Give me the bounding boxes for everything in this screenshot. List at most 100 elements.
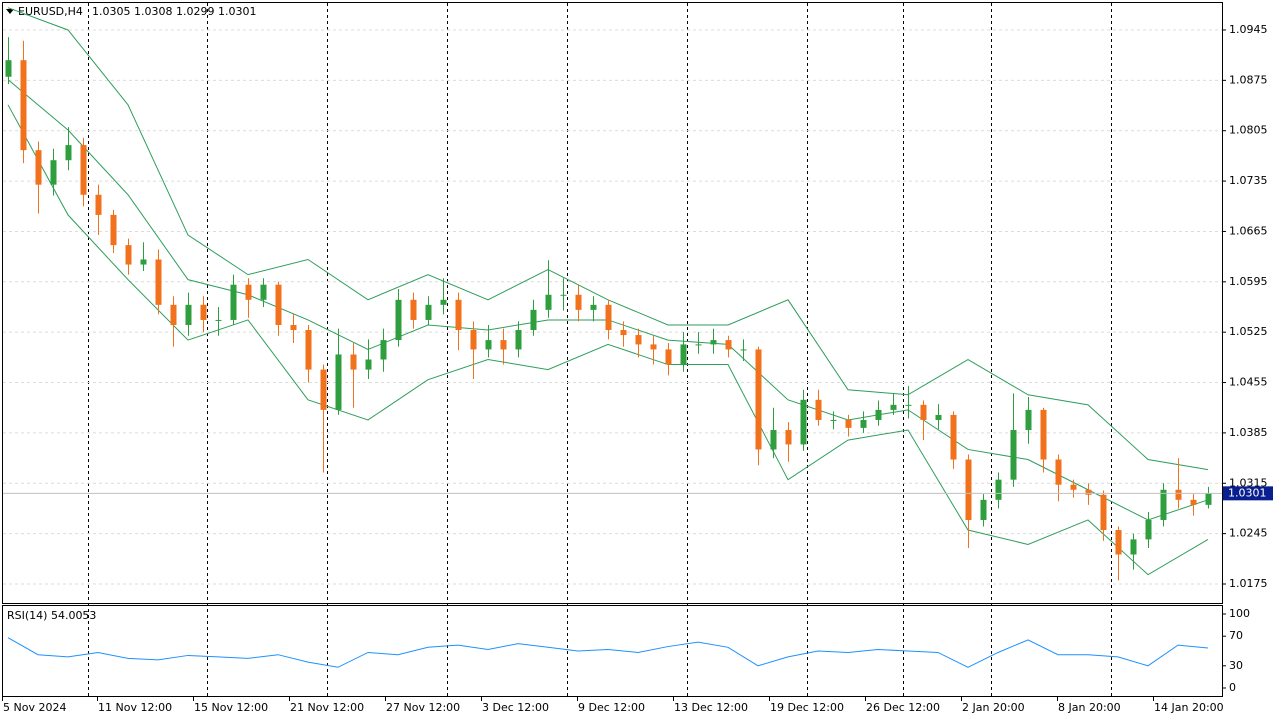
candle-body [80, 145, 87, 195]
candle-body [335, 354, 342, 410]
y-tick-label: 1.0735 [1229, 174, 1268, 187]
candle-body [215, 319, 222, 321]
candle-body [65, 145, 72, 161]
candle-body [845, 419, 852, 428]
candle-body [620, 330, 627, 336]
y-tick-label: 1.0175 [1229, 577, 1268, 590]
candle-body [1010, 430, 1017, 480]
candle-body [185, 304, 192, 325]
candle-body [530, 309, 537, 331]
symbol-title: EURUSD,H4 [18, 5, 83, 18]
y-tick-label: 1.0245 [1229, 527, 1268, 540]
candle-body [395, 299, 402, 341]
x-tick-label: 26 Dec 12:00 [866, 701, 940, 714]
y-tick-label: 1.0595 [1229, 275, 1268, 288]
x-tick-label: 19 Dec 12:00 [770, 701, 844, 714]
candle-body [35, 150, 42, 185]
candle-body [920, 404, 927, 420]
candle-body [965, 459, 972, 520]
candle-body [485, 340, 492, 350]
quote: 1.0305 1.0308 1.0299 1.0301 [92, 5, 256, 18]
band-upper [7, 7, 1209, 471]
candle-body [155, 259, 162, 305]
candle-body [125, 245, 132, 265]
y-tick-label: 1.0945 [1229, 23, 1268, 36]
x-tick-label: 13 Dec 12:00 [674, 701, 748, 714]
x-tick-label: 21 Nov 12:00 [290, 701, 364, 714]
candle-body [500, 340, 507, 350]
candle-body [935, 414, 942, 420]
x-tick-label: 11 Nov 12:00 [98, 701, 172, 714]
candle-body [1100, 494, 1107, 531]
collapse-icon[interactable] [6, 9, 14, 14]
candle-body [995, 479, 1002, 500]
rsi-line [7, 637, 1209, 668]
y-tick-label: 1.0385 [1229, 426, 1268, 439]
candle-body [1085, 489, 1092, 495]
candle-body [710, 340, 717, 345]
candle-body [230, 284, 237, 320]
candle-body [755, 349, 762, 450]
price-panel-frame [2, 2, 1223, 604]
candle-body [470, 330, 477, 350]
rsi-tick-label: 30 [1229, 659, 1243, 672]
y-tick-label: 1.0805 [1229, 124, 1268, 137]
x-tick-label: 8 Jan 20:00 [1058, 701, 1121, 714]
candle-body [95, 194, 102, 215]
candle-body [50, 160, 57, 185]
candle-body [140, 259, 147, 265]
candle-body [410, 299, 417, 320]
x-tick-label: 3 Dec 12:00 [482, 701, 549, 714]
candle-body [170, 304, 177, 325]
rsi-tick-label: 70 [1229, 629, 1243, 642]
x-tick-label: 9 Dec 12:00 [578, 701, 645, 714]
candle-body [695, 344, 702, 346]
period-separators [88, 3, 1112, 697]
x-tick-label: 5 Nov 2024 [3, 701, 66, 714]
candle-body [1025, 409, 1032, 431]
candle-body [1070, 484, 1077, 490]
candle-body [665, 349, 672, 365]
candle-body [455, 299, 462, 331]
candle-body [560, 294, 567, 296]
candle-body [1190, 499, 1197, 505]
candle-body [980, 499, 987, 520]
candle-body [770, 430, 777, 450]
candle-body [635, 335, 642, 345]
candle-body [380, 340, 387, 360]
candle-body [440, 299, 447, 305]
candle-body [740, 349, 747, 351]
candle-body [1040, 409, 1047, 460]
candle-body [1160, 489, 1167, 520]
y-tick-label: 1.0875 [1229, 73, 1268, 86]
candle-body [725, 340, 732, 350]
candle-body [515, 330, 522, 350]
band-lower [7, 104, 1209, 576]
rsi-panel-frame [2, 605, 1223, 697]
candle-body [575, 294, 582, 310]
candle-body [950, 414, 957, 460]
candle-body [905, 404, 912, 406]
candle-body [5, 60, 12, 77]
rsi-tick-label: 0 [1229, 681, 1236, 694]
candle-body [545, 294, 552, 310]
candle-body [785, 430, 792, 445]
last-price-box [1223, 486, 1273, 501]
rsi-label: RSI(14) 54.0053 [7, 609, 96, 622]
candle-body [650, 344, 657, 350]
candle-body [20, 60, 27, 151]
candle-body [1115, 530, 1122, 555]
candle-body [1175, 489, 1182, 500]
y-tick-label: 1.0455 [1229, 376, 1268, 389]
candle-body [680, 344, 687, 365]
candle-body [890, 404, 897, 410]
candle-body [110, 214, 117, 246]
candle-body [605, 304, 612, 331]
candle-body [350, 354, 357, 370]
rsi-tick-label: 100 [1229, 607, 1250, 620]
candle-body [1205, 493, 1212, 505]
candle-body [275, 284, 282, 325]
